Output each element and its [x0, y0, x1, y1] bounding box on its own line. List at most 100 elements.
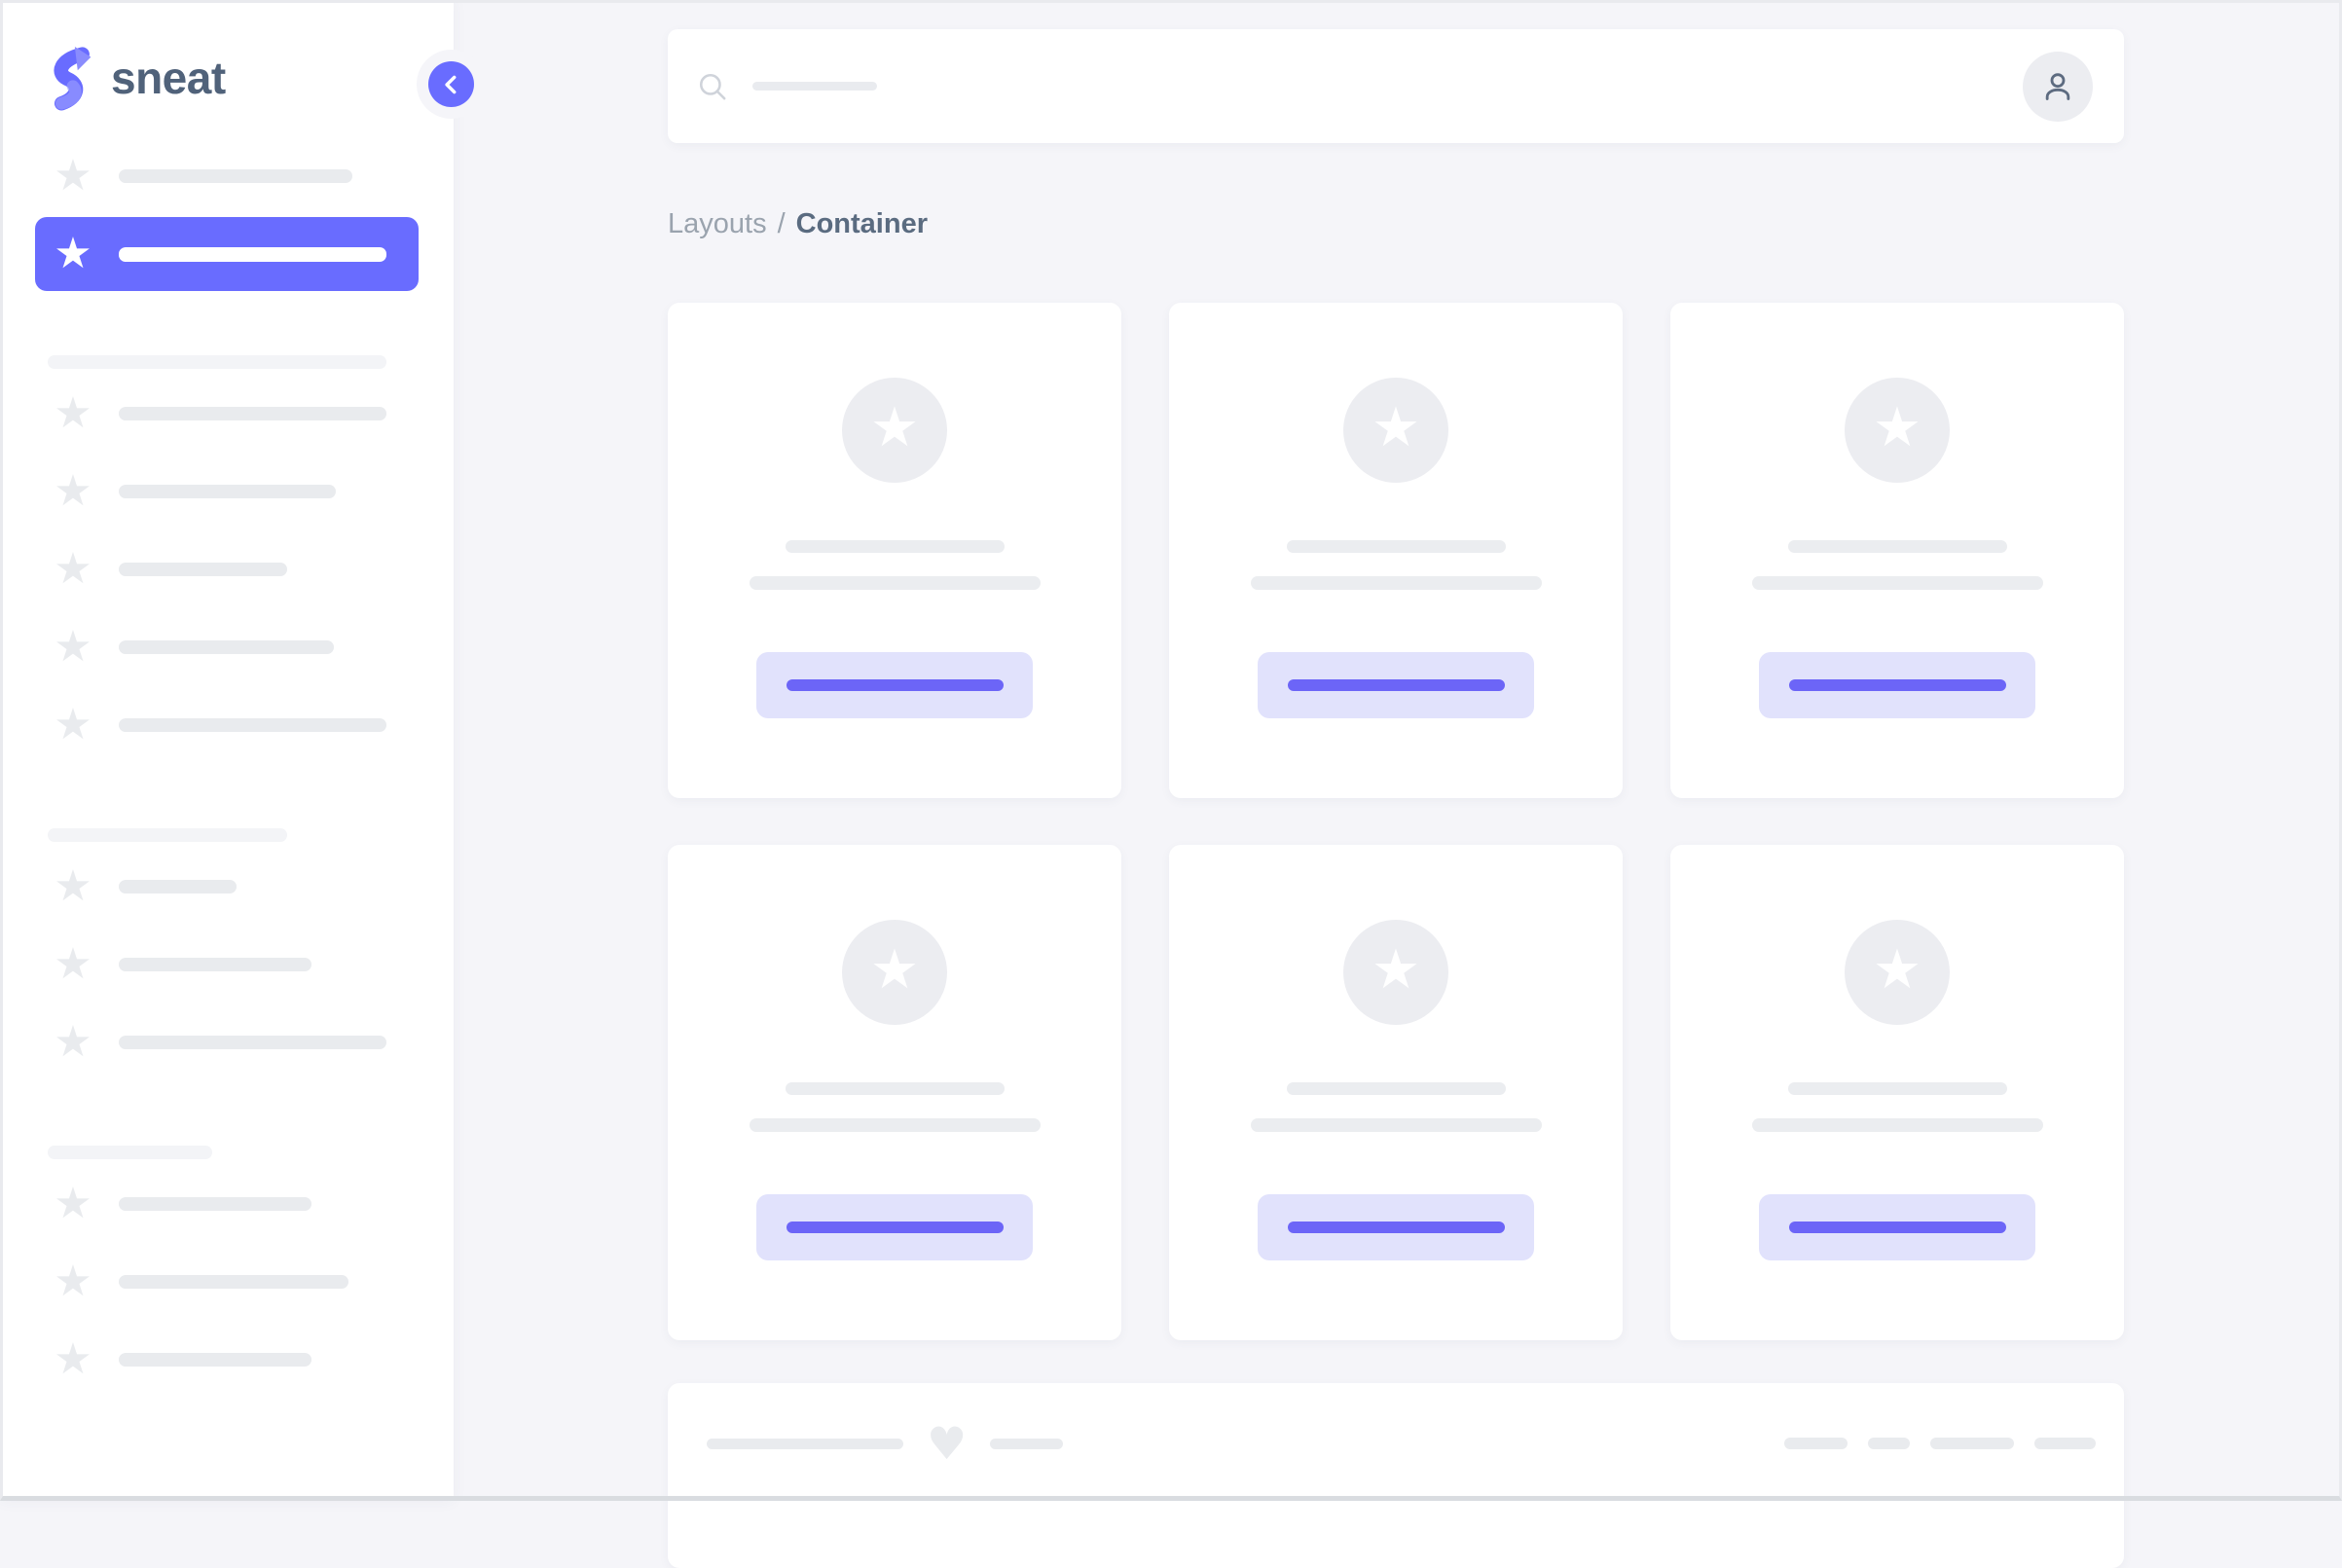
menu-label-placeholder — [119, 563, 287, 576]
star-icon: ★ — [54, 1334, 92, 1384]
star-badge: ★ — [1845, 378, 1950, 483]
sidebar: sneat ★ ★ ★ ★ ★ ★ ★ ★ ★ ★ ★ ★ ★ — [0, 0, 474, 1501]
chevron-left-icon — [444, 75, 456, 93]
sidebar-item[interactable]: ★ — [0, 848, 454, 926]
star-icon: ★ — [1371, 937, 1421, 1002]
card-title-placeholder — [1787, 540, 2007, 553]
sidebar-menu: ★ ★ ★ ★ ★ ★ ★ ★ ★ ★ ★ ★ ★ — [0, 137, 454, 1399]
sidebar-item[interactable]: ★ — [0, 926, 454, 1003]
star-icon: ★ — [1371, 395, 1421, 459]
card-title-placeholder — [785, 540, 1005, 553]
card-action-button[interactable] — [1258, 652, 1534, 718]
heart-icon: ♥ — [927, 1417, 968, 1470]
placeholder-card: ★ — [1670, 845, 2124, 1340]
sidebar-item[interactable]: ★ — [0, 1165, 454, 1243]
menu-label-placeholder — [119, 1197, 311, 1211]
menu-section-placeholder — [48, 355, 386, 369]
placeholder-card: ★ — [1169, 845, 1623, 1340]
card-title-placeholder — [1787, 1082, 2007, 1095]
placeholder-card: ★ — [668, 303, 1121, 798]
card-action-button[interactable] — [1759, 652, 2035, 718]
breadcrumb-separator: / — [777, 208, 786, 239]
user-avatar-button[interactable] — [2023, 51, 2093, 122]
sidebar-item[interactable]: ★ — [0, 686, 454, 764]
star-badge: ★ — [842, 920, 947, 1025]
star-icon: ★ — [54, 388, 92, 438]
menu-label-placeholder — [119, 485, 336, 498]
card-action-button[interactable] — [756, 652, 1033, 718]
placeholder-card: ★ — [668, 845, 1121, 1340]
star-icon: ★ — [54, 1257, 92, 1306]
menu-section-placeholder — [48, 828, 287, 842]
star-icon: ★ — [869, 937, 920, 1002]
star-icon: ★ — [54, 622, 92, 672]
star-icon: ★ — [1872, 395, 1922, 459]
bottom-card-row: ♥ — [668, 1418, 2124, 1469]
star-icon: ★ — [54, 151, 92, 201]
search-placeholder — [752, 82, 877, 91]
breadcrumb-current: Container — [795, 208, 928, 239]
sidebar-item[interactable]: ★ — [0, 137, 454, 215]
search-bar[interactable] — [668, 29, 2124, 143]
menu-label-placeholder — [119, 169, 352, 183]
placeholder-card: ★ — [1670, 303, 2124, 798]
card-title-placeholder — [1286, 540, 1506, 553]
button-label-placeholder — [786, 679, 1004, 691]
sidebar-item[interactable]: ★ — [0, 1003, 454, 1081]
card-grid: ★ ★ ★ ★ ★ ★ — [668, 303, 2124, 1340]
menu-section-placeholder — [48, 1146, 212, 1159]
star-icon: ★ — [54, 466, 92, 516]
menu-label-placeholder — [119, 880, 237, 893]
card-title-placeholder — [1286, 1082, 1506, 1095]
button-label-placeholder — [1287, 1222, 1505, 1233]
menu-label-placeholder — [119, 718, 386, 732]
sidebar-item[interactable]: ★ — [0, 453, 454, 530]
sidebar-item[interactable]: ★ — [0, 530, 454, 608]
button-label-placeholder — [1788, 679, 2006, 691]
star-badge: ★ — [1343, 378, 1448, 483]
sidebar-item[interactable]: ★ — [0, 608, 454, 686]
bottom-mid-placeholder — [990, 1438, 1064, 1449]
sidebar-item[interactable]: ★ — [0, 1321, 454, 1399]
card-title-placeholder — [785, 1082, 1005, 1095]
star-icon: ★ — [54, 939, 92, 989]
star-icon: ★ — [54, 229, 92, 278]
card-text-placeholder — [1250, 576, 1542, 590]
card-action-button[interactable] — [1759, 1194, 2035, 1260]
app-logo[interactable]: sneat — [46, 45, 226, 111]
main-content: Layouts / Container ★ ★ ★ ★ ★ ★ ♥ — [668, 0, 2124, 1568]
breadcrumb-link[interactable]: Layouts — [668, 208, 767, 239]
placeholder-card: ★ — [1169, 303, 1623, 798]
card-text-placeholder — [1250, 1118, 1542, 1132]
card-text-placeholder — [1751, 1118, 2043, 1132]
sidebar-item[interactable]: ★ — [0, 375, 454, 453]
breadcrumb: Layouts / Container — [668, 208, 928, 240]
pill-placeholder — [1868, 1438, 1910, 1449]
sidebar-item[interactable]: ★ — [0, 1243, 454, 1321]
star-badge: ★ — [1343, 920, 1448, 1025]
menu-label-placeholder — [119, 1275, 348, 1289]
star-icon: ★ — [869, 395, 920, 459]
menu-label-placeholder — [119, 1353, 311, 1367]
sneat-logo-icon — [54, 46, 91, 111]
bottom-card: ♥ — [668, 1383, 2124, 1568]
star-icon: ★ — [54, 544, 92, 594]
pill-placeholder — [1930, 1438, 2014, 1449]
card-text-placeholder — [749, 1118, 1041, 1132]
star-icon: ★ — [1872, 937, 1922, 1002]
star-badge: ★ — [1845, 920, 1950, 1025]
menu-label-placeholder — [119, 1036, 386, 1049]
logo-text: sneat — [111, 53, 226, 103]
card-action-button[interactable] — [1258, 1194, 1534, 1260]
card-action-button[interactable] — [756, 1194, 1033, 1260]
menu-label-placeholder — [119, 958, 311, 971]
user-icon — [2045, 72, 2070, 100]
star-icon: ★ — [54, 861, 92, 911]
menu-label-placeholder — [119, 246, 386, 262]
star-icon: ★ — [54, 1179, 92, 1228]
star-badge: ★ — [842, 378, 947, 483]
sidebar-item-active[interactable]: ★ — [35, 217, 419, 291]
sidebar-collapse-button[interactable] — [428, 61, 474, 107]
menu-label-placeholder — [119, 640, 334, 654]
star-icon: ★ — [54, 1017, 92, 1067]
